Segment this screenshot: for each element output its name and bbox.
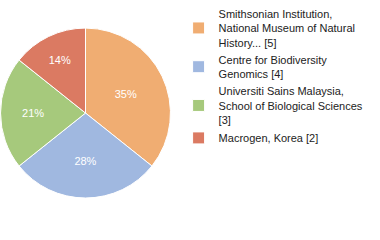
svg-text:28%: 28% (74, 155, 96, 167)
svg-text:35%: 35% (115, 88, 137, 100)
svg-text:Centre for BiodiversityGenomic: Centre for BiodiversityGenomics [4] (219, 54, 328, 80)
svg-text:14%: 14% (49, 54, 71, 66)
svg-text:21%: 21% (22, 107, 44, 119)
svg-text:Smithsonian Institution,Nation: Smithsonian Institution,National Museum … (219, 8, 355, 49)
svg-text:Macrogen, Korea [2]: Macrogen, Korea [2] (219, 132, 319, 144)
svg-text:Universiti Sains Malaysia,Scho: Universiti Sains Malaysia,School of Biol… (219, 85, 363, 126)
